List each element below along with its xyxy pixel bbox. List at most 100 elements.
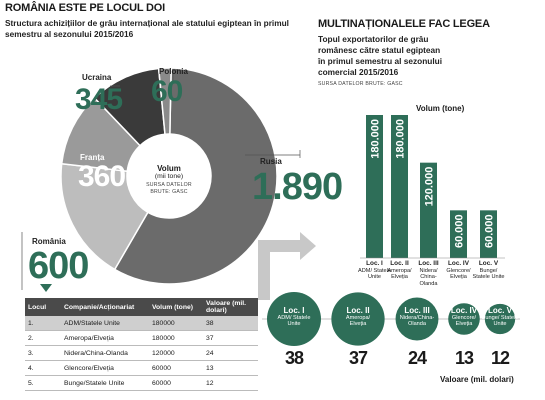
- right-subtitle-4: comercial 2015/2016: [318, 67, 399, 77]
- table-row: 1. ADM/Statele Unite 180000 38: [25, 316, 258, 331]
- bar-category-label: Loc. III Nidera/ China- Olanda: [412, 260, 445, 287]
- right-source: SURSA DATELOR BRUTE: GASC: [318, 81, 403, 87]
- slice-label-polonia: Polonia: [159, 67, 188, 76]
- table-cell: 120000: [149, 345, 203, 361]
- left-title: ROMÂNIA ESTE PE LOCUL DOI: [5, 2, 166, 14]
- right-subtitle-1: Topul exportatorilor de grâu: [318, 34, 429, 44]
- right-subtitle-3: în primul semestru al sezonului: [318, 56, 443, 66]
- right-title: MULTINAȚIONALELE FAC LEGEA: [318, 18, 490, 30]
- value-circle-5: [484, 303, 516, 335]
- circle-category: Loc. V: [487, 306, 512, 315]
- table-cell: 1.: [25, 316, 61, 331]
- circle-company: Glencore/ Elveția: [451, 314, 477, 328]
- bar-value-label: 180.000: [370, 119, 382, 159]
- slice-label-franta: Franța: [80, 153, 105, 162]
- circle-label: Loc. V Bunge/ Statele Unite: [480, 306, 520, 328]
- bar-value-label: 180.000: [395, 119, 407, 159]
- bar-axis-label: Volum (tone): [416, 104, 465, 113]
- slice-value-franta: 360: [78, 160, 126, 193]
- bar-category-label: Loc. II Ameropa/ Elveția: [383, 260, 416, 281]
- slice-value-polonia: 60: [151, 75, 183, 108]
- circle-label: Loc. I ADM/ Statele Unite: [274, 306, 314, 328]
- table-header-row: Locul Companie/Acționariat Volum (tone) …: [25, 298, 258, 316]
- table-cell: Bunge/Statele Unite: [61, 375, 149, 391]
- table-cell: 2.: [25, 330, 61, 346]
- bar-category: Loc. I: [366, 260, 383, 267]
- circle-label: Loc. IV Glencore/ Elveția: [444, 306, 484, 328]
- slice-label-ucraina: Ucraina: [82, 73, 112, 82]
- slice-value-romania: 600: [28, 245, 89, 287]
- bar-5: [480, 210, 497, 258]
- bar-category: Loc. V: [478, 260, 499, 267]
- bar-company: Ameropa/ Elveția: [387, 267, 412, 281]
- table-row: 3. Nidera/China-Olanda 120000 24: [25, 345, 258, 361]
- circle-axis-label: Valoare (mil. dolari): [440, 375, 514, 384]
- slice-polonia: [157, 67, 172, 136]
- donut-center-label: Volum (mii tone) SURSA DATELOR BRUTE: GA…: [139, 164, 199, 196]
- value-circle-4: [448, 303, 480, 335]
- slice-label-rusia: Rusia: [260, 157, 282, 166]
- circle-category: Loc. I: [283, 306, 305, 315]
- table-row: 5. Bunge/Statele Unite 60000 12: [25, 375, 258, 391]
- bar-4: [450, 210, 467, 258]
- circle-category: Loc. III: [404, 306, 430, 315]
- bar-company: Nidera/ China- Olanda: [419, 267, 438, 287]
- table-header: Valoare (mil. dolari): [203, 298, 258, 316]
- table-cell: 12: [203, 375, 258, 391]
- bar-category: Loc. II: [390, 260, 409, 267]
- table-cell: 37: [203, 330, 258, 346]
- table-cell: 60000: [149, 360, 203, 376]
- donut-hole: [128, 135, 210, 217]
- circle-value: 37: [348, 348, 368, 368]
- table-cell: 60000: [149, 375, 203, 391]
- table-cell: 13: [203, 360, 258, 376]
- circle-label: Loc. III Nidera/China- Olanda: [397, 306, 437, 328]
- table-cell: ADM/Statele Unite: [61, 316, 149, 331]
- slice-value-rusia: 1.890: [252, 166, 343, 208]
- bar-category: Loc. IV: [448, 260, 469, 267]
- circle-label: Loc. II Ameropa/ Elveția: [338, 307, 378, 328]
- connector-arrow: [258, 232, 316, 300]
- slice-romania: [60, 162, 149, 271]
- table-cell: 4.: [25, 360, 61, 376]
- right-subtitle-2: românesc către statul egiptean: [318, 45, 441, 55]
- donut-source-2: BRUTE: GASC: [150, 189, 188, 195]
- circle-company: Bunge/ Statele Unite: [481, 314, 519, 328]
- circle-value: 13: [454, 348, 474, 368]
- table-cell: 180000: [149, 330, 203, 346]
- bar-company: Bunge/ Statele Unite: [472, 267, 505, 281]
- circle-value: 38: [284, 348, 304, 368]
- value-circle-3: [395, 297, 439, 341]
- bar-category: Loc. III: [418, 260, 439, 267]
- table-header: Volum (tone): [149, 298, 203, 316]
- bar-value-label: 120.000: [424, 167, 436, 207]
- bar-3: [420, 162, 437, 258]
- bar-category-label: Loc. I ADM/ Statele Unite: [358, 260, 391, 281]
- table-cell: 38: [203, 316, 258, 331]
- left-subtitle-2: semestru al sezonului 2015/2016: [5, 29, 134, 39]
- table-header: Locul: [25, 298, 61, 316]
- table-header: Companie/Acționariat: [61, 298, 149, 316]
- table-cell: 180000: [149, 316, 203, 331]
- romania-marker-arrow: [40, 284, 52, 292]
- table-cell: 3.: [25, 345, 61, 361]
- donut-center-unit: (mii tone): [154, 173, 184, 180]
- value-circle-2: [331, 292, 385, 346]
- bar-category-label: Loc. IV Glencore/ Elveția: [442, 260, 475, 281]
- slice-rusia: [113, 67, 278, 285]
- circle-company: ADM/ Statele Unite: [277, 314, 311, 328]
- circle-value: 12: [490, 348, 510, 368]
- circle-category: Loc. IV: [450, 306, 478, 315]
- value-circle-1: [267, 292, 321, 346]
- left-subtitle-1: Structura achizițiilor de grâu internați…: [5, 18, 289, 28]
- bar-value-label: 60.000: [484, 214, 496, 248]
- exporters-table: Locul Companie/Acționariat Volum (tone) …: [25, 298, 258, 391]
- table-row: 2. Ameropa/Elveția 180000 37: [25, 330, 258, 346]
- donut-center-title: Volum: [157, 164, 181, 173]
- table-cell: 24: [203, 345, 258, 361]
- table-cell: Nidera/China-Olanda: [61, 345, 149, 361]
- table-cell: 5.: [25, 375, 61, 391]
- table-cell: Ameropa/Elveția: [61, 330, 149, 346]
